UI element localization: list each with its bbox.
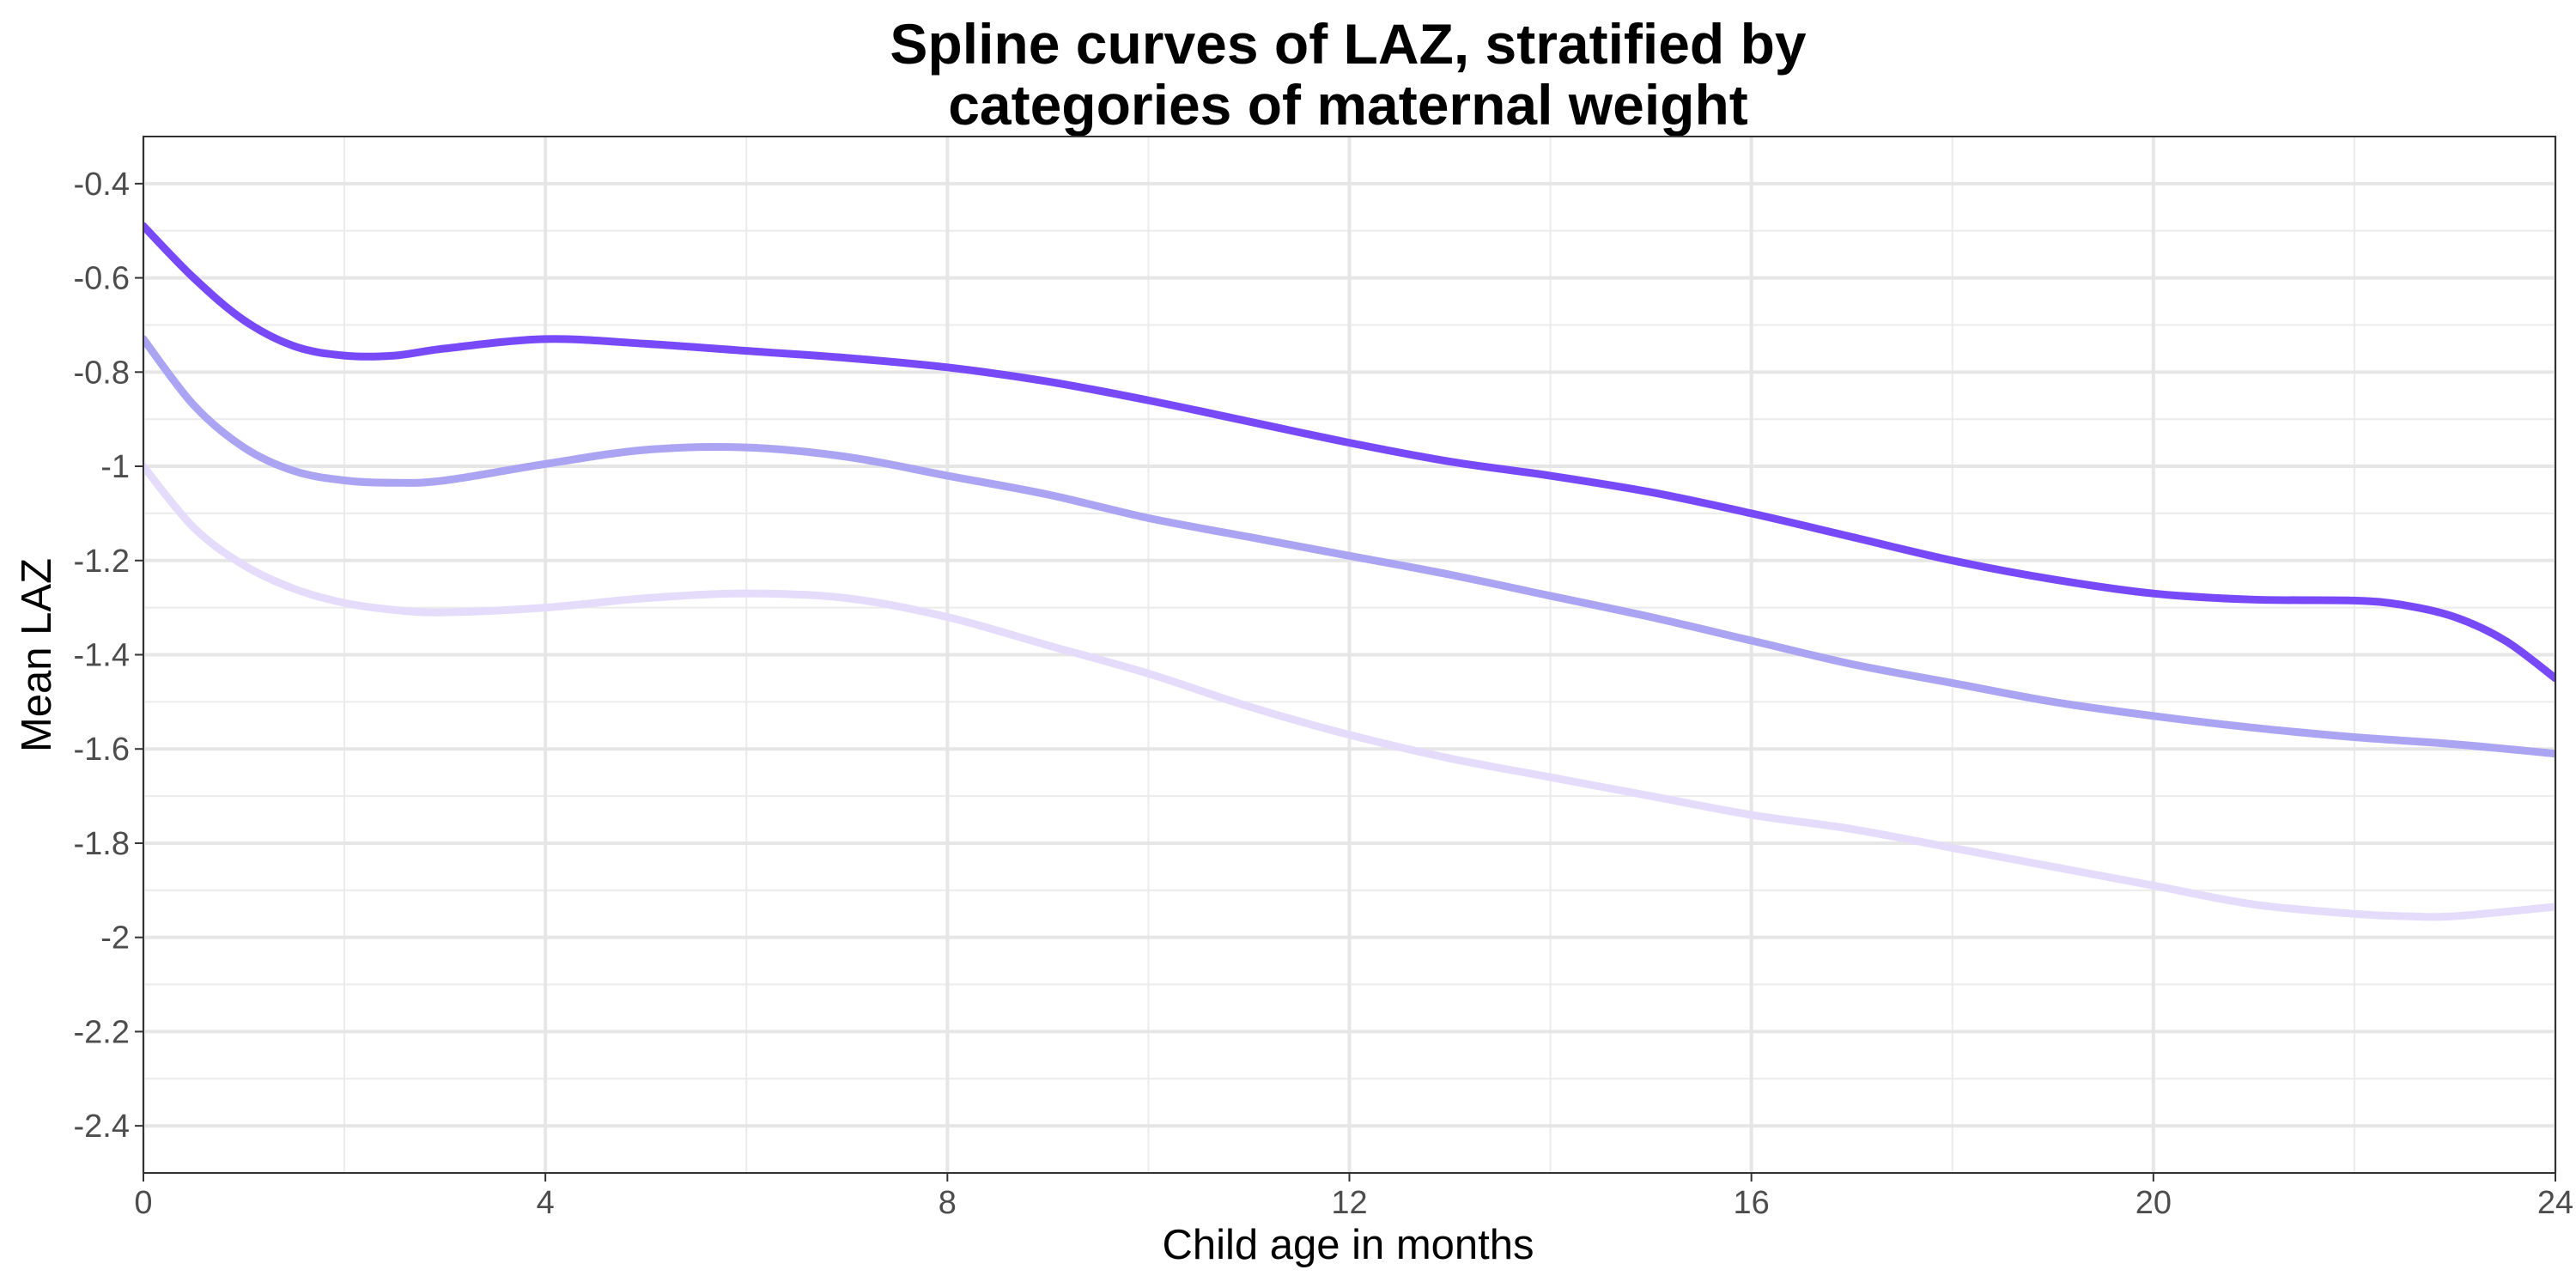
y-tick-label: -1: [100, 449, 130, 485]
y-tick-label: -1.2: [74, 544, 130, 580]
chart-title-line-2: categories of maternal weight: [948, 73, 1748, 137]
series-line-3: [143, 462, 2555, 921]
x-tick-label: 24: [2537, 1185, 2573, 1221]
series-lines: [143, 222, 2555, 921]
x-tick-label: 16: [1734, 1185, 1770, 1221]
y-tick-label: -2.2: [74, 1014, 130, 1050]
x-axis-title: Child age in months: [1162, 1222, 1534, 1268]
y-tick-label: -0.6: [74, 261, 130, 297]
y-axis-title: Mean LAZ: [14, 558, 60, 752]
series-line-1: [143, 222, 2555, 683]
y-tick-label: -0.8: [74, 355, 130, 391]
y-tick-label: -2: [100, 920, 130, 957]
x-axis-ticks: 0 4 8 12 16 20 24: [134, 1173, 2573, 1221]
y-axis-ticks: -0.4 -0.6 -0.8 -1 -1.2 -1.4 -1.6 -1.8 -2 -2.2 -2.4: [74, 167, 143, 1145]
series-line-2: [143, 335, 2555, 758]
x-tick-label: 0: [134, 1185, 152, 1221]
y-tick-label: -1.6: [74, 732, 130, 768]
x-tick-label: 12: [1331, 1185, 1367, 1221]
x-tick-label: 8: [939, 1185, 957, 1221]
y-tick-label: -0.4: [74, 167, 130, 203]
chart-title-line-1: Spline curves of LAZ, stratified by: [890, 12, 1807, 76]
x-tick-label: 4: [537, 1185, 555, 1221]
y-tick-label: -1.4: [74, 638, 130, 674]
y-tick-label: -2.4: [74, 1109, 130, 1145]
y-tick-label: -1.8: [74, 826, 130, 862]
x-tick-label: 20: [2136, 1185, 2172, 1221]
